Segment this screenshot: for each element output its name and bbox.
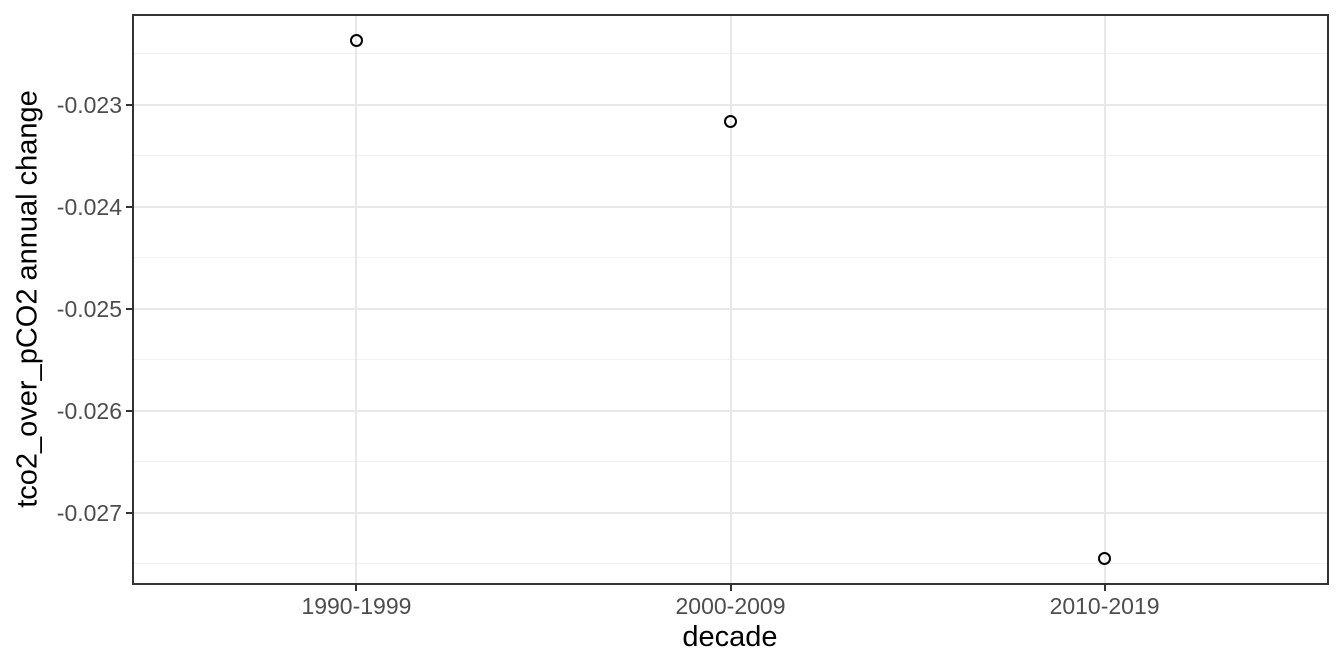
y-axis-tick bbox=[126, 205, 132, 208]
plot-panel bbox=[132, 14, 1329, 585]
gridline-major-vertical bbox=[729, 16, 732, 583]
y-tick-label: -0.026 bbox=[56, 397, 122, 424]
y-axis-tick bbox=[126, 307, 132, 310]
x-axis-tick bbox=[729, 585, 732, 591]
y-tick-label: -0.023 bbox=[56, 91, 122, 118]
gridline-major-vertical bbox=[1103, 16, 1106, 583]
x-tick-label: 2010-2019 bbox=[1049, 593, 1160, 619]
x-axis-title: decade bbox=[682, 621, 778, 653]
y-axis-tick bbox=[126, 409, 132, 412]
x-axis-tick bbox=[355, 585, 358, 591]
y-tick-label: -0.024 bbox=[56, 193, 122, 220]
x-tick-label: 1990-1999 bbox=[301, 593, 412, 619]
y-tick-label: -0.027 bbox=[56, 499, 122, 526]
x-axis-tick bbox=[1103, 585, 1106, 591]
y-axis-tick bbox=[126, 103, 132, 106]
data-point bbox=[1098, 551, 1112, 565]
y-tick-label: -0.025 bbox=[56, 295, 122, 322]
gridline-major-vertical bbox=[355, 16, 358, 583]
data-point bbox=[724, 114, 737, 128]
data-point bbox=[349, 34, 363, 47]
x-tick-label: 2000-2009 bbox=[675, 593, 786, 619]
y-axis-tick bbox=[126, 511, 132, 514]
